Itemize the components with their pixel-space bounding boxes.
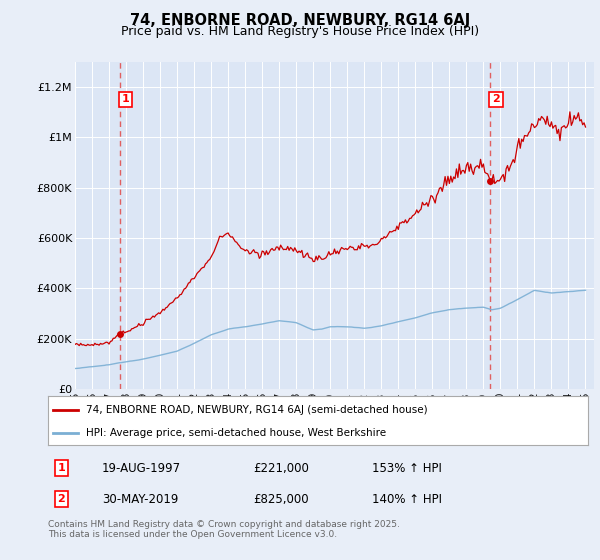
Text: £825,000: £825,000	[253, 493, 309, 506]
Text: HPI: Average price, semi-detached house, West Berkshire: HPI: Average price, semi-detached house,…	[86, 428, 386, 438]
Text: 140% ↑ HPI: 140% ↑ HPI	[372, 493, 442, 506]
Text: 74, ENBORNE ROAD, NEWBURY, RG14 6AJ (semi-detached house): 74, ENBORNE ROAD, NEWBURY, RG14 6AJ (sem…	[86, 405, 427, 415]
Text: Price paid vs. HM Land Registry's House Price Index (HPI): Price paid vs. HM Land Registry's House …	[121, 25, 479, 38]
Text: 30-MAY-2019: 30-MAY-2019	[102, 493, 178, 506]
Text: Contains HM Land Registry data © Crown copyright and database right 2025.
This d: Contains HM Land Registry data © Crown c…	[48, 520, 400, 539]
Text: 74, ENBORNE ROAD, NEWBURY, RG14 6AJ: 74, ENBORNE ROAD, NEWBURY, RG14 6AJ	[130, 13, 470, 28]
Text: 1: 1	[121, 95, 129, 104]
Text: 2: 2	[492, 95, 500, 104]
Text: 153% ↑ HPI: 153% ↑ HPI	[372, 461, 442, 475]
Text: 1: 1	[58, 463, 65, 473]
Text: 19-AUG-1997: 19-AUG-1997	[102, 461, 181, 475]
Text: £221,000: £221,000	[253, 461, 309, 475]
Text: 2: 2	[58, 494, 65, 504]
